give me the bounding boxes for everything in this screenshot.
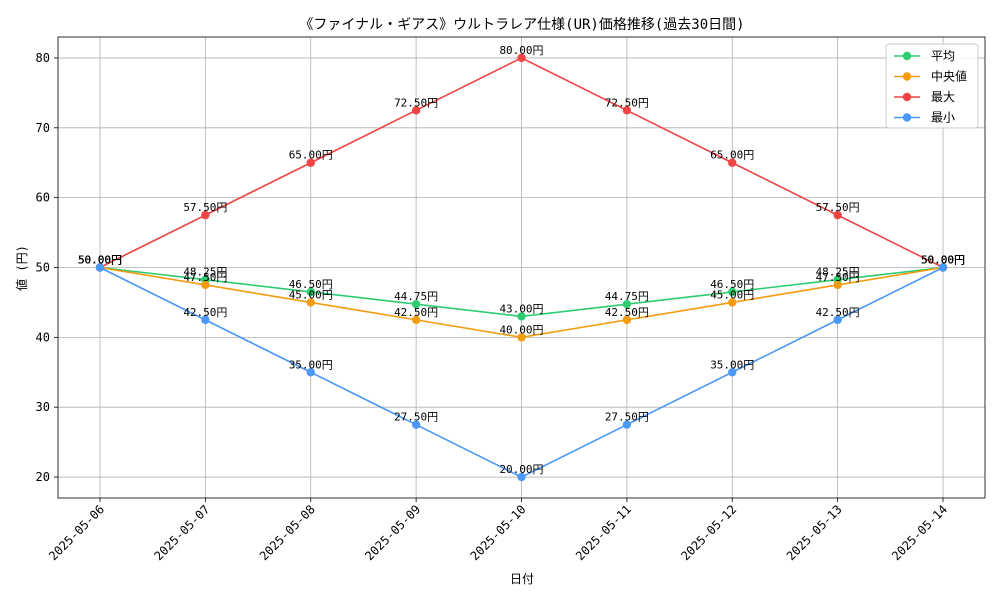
data-label: 72.50円 — [394, 96, 438, 109]
data-label: 46.50円 — [710, 278, 754, 291]
data-point — [306, 298, 315, 307]
y-tick-label: 60 — [36, 191, 50, 205]
data-label: 57.50円 — [183, 201, 227, 214]
chart-title: 《ファイナル・ギアス》ウルトラレア仕様(UR)価格推移(過去30日間) — [299, 17, 744, 33]
y-tick-label: 80 — [36, 51, 50, 65]
axes: 20 30 40 50 60 70 80 2025-05-06 2025-05-07 2025-0… — [36, 36, 986, 563]
data-label: 50.00円 — [921, 254, 965, 267]
data-point — [411, 299, 421, 309]
data-point — [517, 333, 526, 342]
data-label: 35.00円 — [710, 358, 754, 371]
data-label: 42.50円 — [816, 306, 860, 319]
data-label: 48.25円 — [816, 266, 860, 279]
y-axis-label: 値 (円) — [14, 245, 29, 291]
data-label: 50.00円 — [78, 254, 122, 267]
data-point — [938, 263, 948, 272]
data-point — [306, 368, 315, 377]
data-label: 50.00円 — [78, 254, 122, 267]
data-point — [728, 368, 737, 377]
data-point — [833, 280, 842, 290]
data-label: 80.00円 — [499, 44, 543, 57]
x-tick-label: 2025-05-12 — [678, 502, 739, 563]
data-label: 44.75円 — [605, 290, 649, 303]
x-tick-label: 2025-05-11 — [573, 502, 634, 563]
data-label: 47.50円 — [816, 271, 860, 284]
legend-swatch-marker — [902, 113, 912, 122]
data-label: 50.00円 — [78, 254, 122, 267]
data-point — [306, 287, 315, 297]
x-tick-label: 2025-05-08 — [257, 502, 318, 563]
data-label: 57.50円 — [816, 201, 860, 214]
data-point — [622, 106, 632, 115]
legend-swatch-marker — [902, 51, 912, 61]
data-label: 42.50円 — [394, 306, 438, 319]
y-tick-label: 30 — [36, 400, 50, 414]
data-point — [517, 472, 526, 482]
data-label: 27.50円 — [394, 411, 438, 424]
data-label: 65.00円 — [289, 149, 333, 162]
legend-label: 中央値 — [931, 69, 967, 84]
data-label: 45.00円 — [710, 288, 754, 301]
data-label: 48.25円 — [183, 266, 227, 279]
data-label: 46.50円 — [289, 278, 333, 291]
data-point — [622, 315, 632, 325]
series-lines — [95, 53, 948, 482]
x-tick-label: 2025-05-09 — [362, 502, 423, 563]
x-tick-label: 2025-05-07 — [152, 502, 213, 563]
data-point — [517, 312, 526, 321]
y-tick-label: 40 — [36, 330, 50, 344]
x-tick-label: 2025-05-13 — [784, 502, 845, 563]
data-label: 50.00円 — [921, 254, 965, 267]
x-tick-label: 2025-05-14 — [889, 502, 950, 563]
data-label: 43.00円 — [499, 302, 543, 315]
legend-box — [885, 43, 979, 129]
data-label: 42.50円 — [605, 306, 649, 319]
data-point — [622, 420, 632, 429]
data-point — [728, 287, 737, 297]
y-tick-label: 20 — [36, 470, 50, 484]
legend-label: 最大 — [931, 90, 955, 104]
data-point — [411, 315, 421, 325]
data-label: 20.00円 — [499, 463, 543, 476]
data-point — [728, 298, 737, 307]
data-point — [201, 280, 210, 290]
data-label: 35.00円 — [289, 358, 333, 371]
legend-label: 平均 — [931, 49, 955, 63]
data-point — [201, 315, 210, 325]
legend-label: 最小 — [931, 111, 955, 125]
data-label: 50.00円 — [78, 254, 122, 267]
data-point — [833, 210, 842, 220]
x-tick-label: 2025-05-06 — [46, 502, 107, 563]
legend-swatch-marker — [902, 72, 912, 81]
legend-swatch-marker — [902, 92, 912, 102]
data-labels: 50.00円 48.25円 46.50円 44.75円 43.00円 44.75円 46.5… — [78, 44, 965, 476]
data-point — [201, 210, 210, 220]
data-point — [95, 263, 105, 272]
data-point — [622, 299, 632, 309]
data-point — [728, 158, 737, 167]
data-label: 47.50円 — [183, 271, 227, 284]
data-label: 65.00円 — [710, 149, 754, 162]
data-point — [306, 158, 315, 167]
data-label: 40.00円 — [499, 323, 543, 336]
data-label: 44.75円 — [394, 290, 438, 303]
data-point — [517, 53, 526, 63]
data-label: 50.00円 — [921, 254, 965, 267]
x-tick-label: 2025-05-10 — [468, 502, 529, 563]
data-point — [411, 420, 421, 429]
x-axis-label: 日付 — [510, 572, 534, 586]
data-label: 50.00円 — [921, 254, 965, 267]
data-point — [833, 315, 842, 325]
data-label: 27.50円 — [605, 411, 649, 424]
data-label: 45.00円 — [289, 288, 333, 301]
data-label: 72.50円 — [605, 96, 649, 109]
data-label: 42.50円 — [183, 306, 227, 319]
y-tick-label: 50 — [36, 261, 50, 275]
y-tick-label: 70 — [36, 121, 50, 135]
data-point — [411, 106, 421, 115]
